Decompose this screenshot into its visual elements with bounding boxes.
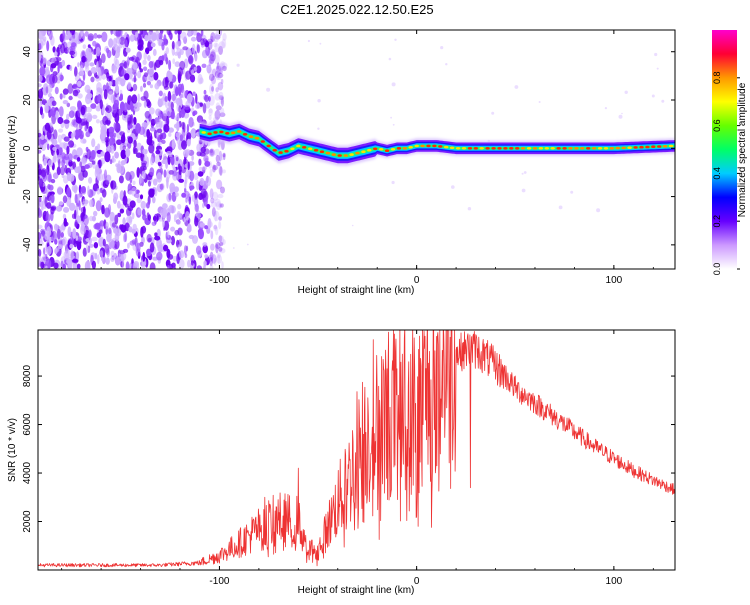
spectral-ridge [199, 121, 675, 166]
colorbar-tick-label: 0.8 [712, 72, 722, 85]
colorbar-gradient [712, 30, 737, 269]
heatmap-xlabel: Height of straight line (km) [298, 285, 415, 296]
ridge-core [201, 130, 674, 157]
snr-plot-area [38, 330, 675, 568]
snr-series-line [38, 330, 675, 568]
noise-speckle [38, 30, 665, 269]
y-tick-label: -40 [22, 237, 33, 252]
y-tick-label: -20 [22, 189, 33, 204]
heatmap-frame [37, 29, 676, 270]
y-tick-label: 0 [22, 145, 33, 151]
x-tick-label: 100 [606, 275, 623, 286]
colorbar-tick-label: 0.4 [712, 167, 722, 180]
x-tick-label: -100 [209, 275, 229, 286]
colorbar-label: Normalized spectral amplitude [737, 82, 748, 217]
x-tick-label: 0 [414, 576, 420, 587]
heatmap-panel: -100 0 100 -40 -20 0 20 40 Height of straight l… [7, 29, 676, 296]
colorbar-tick-label: 0.0 [712, 263, 722, 276]
heatmap-ticks: -100 0 100 -40 -20 0 20 40 [22, 30, 675, 286]
figure-title: C2E1.2025.022.12.50.E25 [280, 2, 433, 17]
snr-ylabel: SNR (10 * v/v) [7, 418, 18, 482]
y-tick-label: 6000 [22, 413, 33, 436]
colorbar-ticks: 0.0 0.2 0.4 0.6 0.8 [712, 72, 740, 276]
colorbar-tick-label: 0.6 [712, 119, 722, 132]
y-tick-label: 4000 [22, 461, 33, 484]
heatmap-image [38, 30, 675, 269]
heatmap-ylabel: Frequency (Hz) [7, 116, 18, 185]
y-tick-label: 40 [22, 46, 33, 58]
snr-panel: -100 0 100 2000 4000 6000 8000 Height of strai… [7, 329, 676, 596]
y-tick-label: 8000 [22, 365, 33, 388]
y-tick-label: 2000 [22, 510, 33, 533]
snr-frame [37, 329, 676, 571]
colorbar-tick-label: 0.2 [712, 215, 722, 228]
x-tick-label: 100 [606, 576, 623, 587]
x-tick-label: -100 [209, 576, 229, 587]
colorbar: 0.0 0.2 0.4 0.6 0.8 Normalized spectral ampl… [712, 30, 748, 275]
x-tick-label: 0 [414, 275, 420, 286]
snr-ticks: -100 0 100 2000 4000 6000 8000 [22, 330, 675, 587]
snr-xlabel: Height of straight line (km) [298, 585, 415, 596]
y-tick-label: 20 [22, 94, 33, 106]
